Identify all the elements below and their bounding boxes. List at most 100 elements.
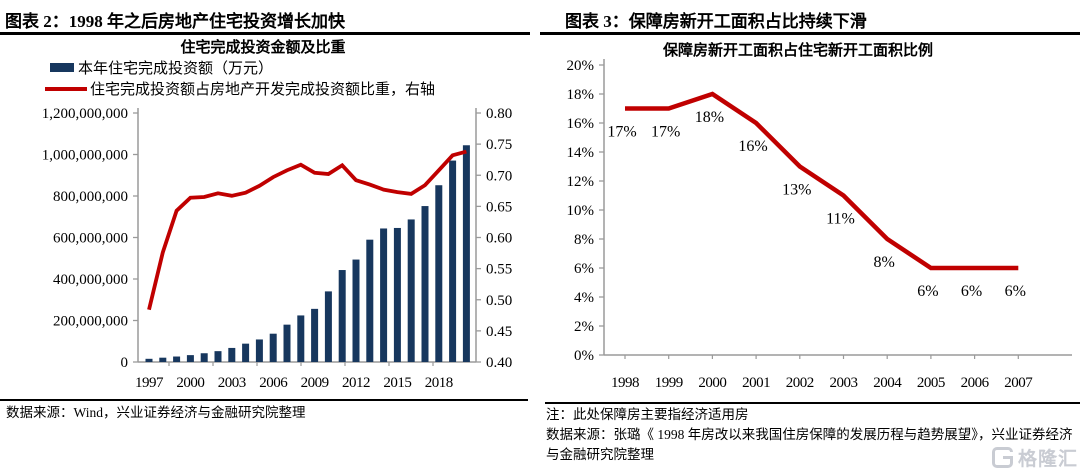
chart2-title: 保障房新开工面积占住宅新开工面积比例 [662,41,933,59]
y-axis-tick-label: 12% [567,174,595,190]
figure-2-panel: 图表 2：1998 年之后房地产住宅投资增长加快 住宅完成投资金额及比重 本年住… [0,0,530,476]
x-axis-label: 2004 [873,375,902,391]
gelonghui-watermark-text: 格隆汇 [1017,449,1078,470]
y-axis-tick-label: 4% [574,290,594,306]
left-axis-tick-label: 600,000,000 [53,231,128,247]
bar-legend-label: 本年住宅完成投资额（万元） [78,60,273,77]
investment-bar [324,291,332,362]
x-axis-label: 2005 [917,375,945,391]
investment-bar [380,228,388,362]
investment-bar [449,160,457,362]
x-axis-label: 2007 [1004,375,1033,391]
investment-bar [255,339,263,362]
investment-bar [145,358,153,362]
right-axis-tick-label: 0.80 [486,106,512,122]
figure-2-source: 数据来源：Wind，兴业证券经济与金融研究院整理 [6,405,306,420]
y-axis-tick-label: 6% [574,261,594,277]
point-label: 17% [607,124,636,141]
right-axis-tick-label: 0.60 [486,231,512,247]
point-label: 6% [1005,283,1026,300]
investment-bar [200,353,208,362]
housing-investment-chart: 住宅完成投资金额及比重 本年住宅完成投资额（万元） 住宅完成投资额占房地产开发完… [42,38,513,391]
investment-bar [228,347,236,362]
left-axis-tick-label: 1,000,000,000 [42,148,128,164]
investment-bar [283,324,291,362]
gelonghui-watermark: 格隆汇 [991,444,1078,471]
y-axis-tick-label: 2% [574,319,594,335]
investment-bar [393,227,401,362]
figure-2-footer-rule [0,399,528,401]
investment-bar [173,356,181,362]
investment-bar [421,206,429,362]
chart1-plot-area: 1,200,000,000 1,000,000,000 800,000,000 600… [42,106,513,391]
investment-bar [462,145,470,362]
figure-3-source: 数据来源：张璐《 1998 年房改以来我国住房保障的发展历程与趋势展望》，兴业证… [546,427,1073,462]
investment-bar [214,351,222,362]
x-axis-label: 2012 [342,375,370,391]
left-axis-tick-label: 800,000,000 [53,189,128,205]
x-axis-label: 1999 [655,375,683,391]
point-label: 17% [651,124,680,141]
right-axis-tick-label: 0.55 [486,262,512,278]
x-axis-label: 2001 [742,375,770,391]
figure-3-header-rule [540,32,1080,35]
investment-bar [269,333,277,362]
investment-bar [311,308,319,362]
point-label: 13% [782,182,811,199]
investment-bar [352,259,360,362]
x-axis-label: 2006 [259,375,288,391]
point-label: 6% [917,283,938,300]
y-axis-tick-label: 14% [567,145,595,161]
x-axis-label: 2000 [698,375,726,391]
right-axis-tick-label: 0.75 [486,137,512,153]
right-axis-tick-label: 0.50 [486,293,512,309]
left-axis-tick-label: 1,200,000,000 [42,106,128,122]
point-label: 18% [695,109,724,126]
figure-3-footer-rule [545,402,1080,404]
ratio-line [625,91,1019,271]
right-axis-tick-label: 0.40 [486,355,512,371]
line-legend-label: 住宅完成投资额占房地产开发完成投资额比重，右轴 [90,81,435,98]
investment-bar [366,239,374,362]
y-axis-tick-label: 18% [567,87,595,103]
point-label: 11% [826,211,855,228]
investment-bar [242,343,250,362]
right-axis-tick-label: 0.45 [486,324,512,340]
left-axis-tick-label: 0 [121,355,129,371]
point-label: 16% [738,138,767,155]
figure-3-header: 图表 3：保障房新开工面积占比持续下滑 [565,12,867,31]
figure-3-panel: 图表 3：保障房新开工面积占比持续下滑 保障房新开工面积占住宅新开工面积比例 2… [540,0,1080,476]
investment-bar [159,357,167,362]
point-label: 8% [874,254,895,271]
right-axis-tick-label: 0.70 [486,168,512,184]
x-axis-label: 2003 [830,375,858,391]
investment-bar [435,185,443,362]
figure-2-header: 图表 2：1998 年之后房地产住宅投资增长加快 [5,12,345,31]
y-axis-tick-label: 0% [574,348,594,364]
x-axis-label: 2000 [176,375,204,391]
y-axis-tick-label: 10% [567,203,595,219]
investment-bar [186,355,194,362]
y-axis-tick-label: 16% [567,116,595,132]
left-axis-tick-label: 400,000,000 [53,272,128,288]
investment-bar [297,315,305,362]
x-axis-label: 2015 [383,375,411,391]
investment-bar [407,219,415,362]
ratio-line [147,149,467,311]
left-axis-tick-label: 200,000,000 [53,314,128,330]
x-axis-label: 2002 [786,375,814,391]
figure-2-header-rule [0,32,530,35]
figure-3-note: 注：此处保障房主要指经济适用房 [546,407,749,422]
chart2-plot-area: 20% 18% 16% 14% 12% 10% 8% 6% 4% 2% 0% 17% 17% 18% 16%… [567,58,1072,391]
x-axis-label: 2009 [301,375,329,391]
investment-bar [338,270,346,362]
bar-legend-swatch [50,63,74,72]
x-axis-label: 1997 [135,375,164,391]
right-axis-tick-label: 0.65 [486,199,512,215]
x-axis-label: 2003 [218,375,246,391]
x-axis-label: 2006 [961,375,990,391]
y-axis-tick-label: 20% [567,58,595,74]
chart1-title: 住宅完成投资金额及比重 [180,38,345,56]
x-axis-label: 2018 [425,375,453,391]
